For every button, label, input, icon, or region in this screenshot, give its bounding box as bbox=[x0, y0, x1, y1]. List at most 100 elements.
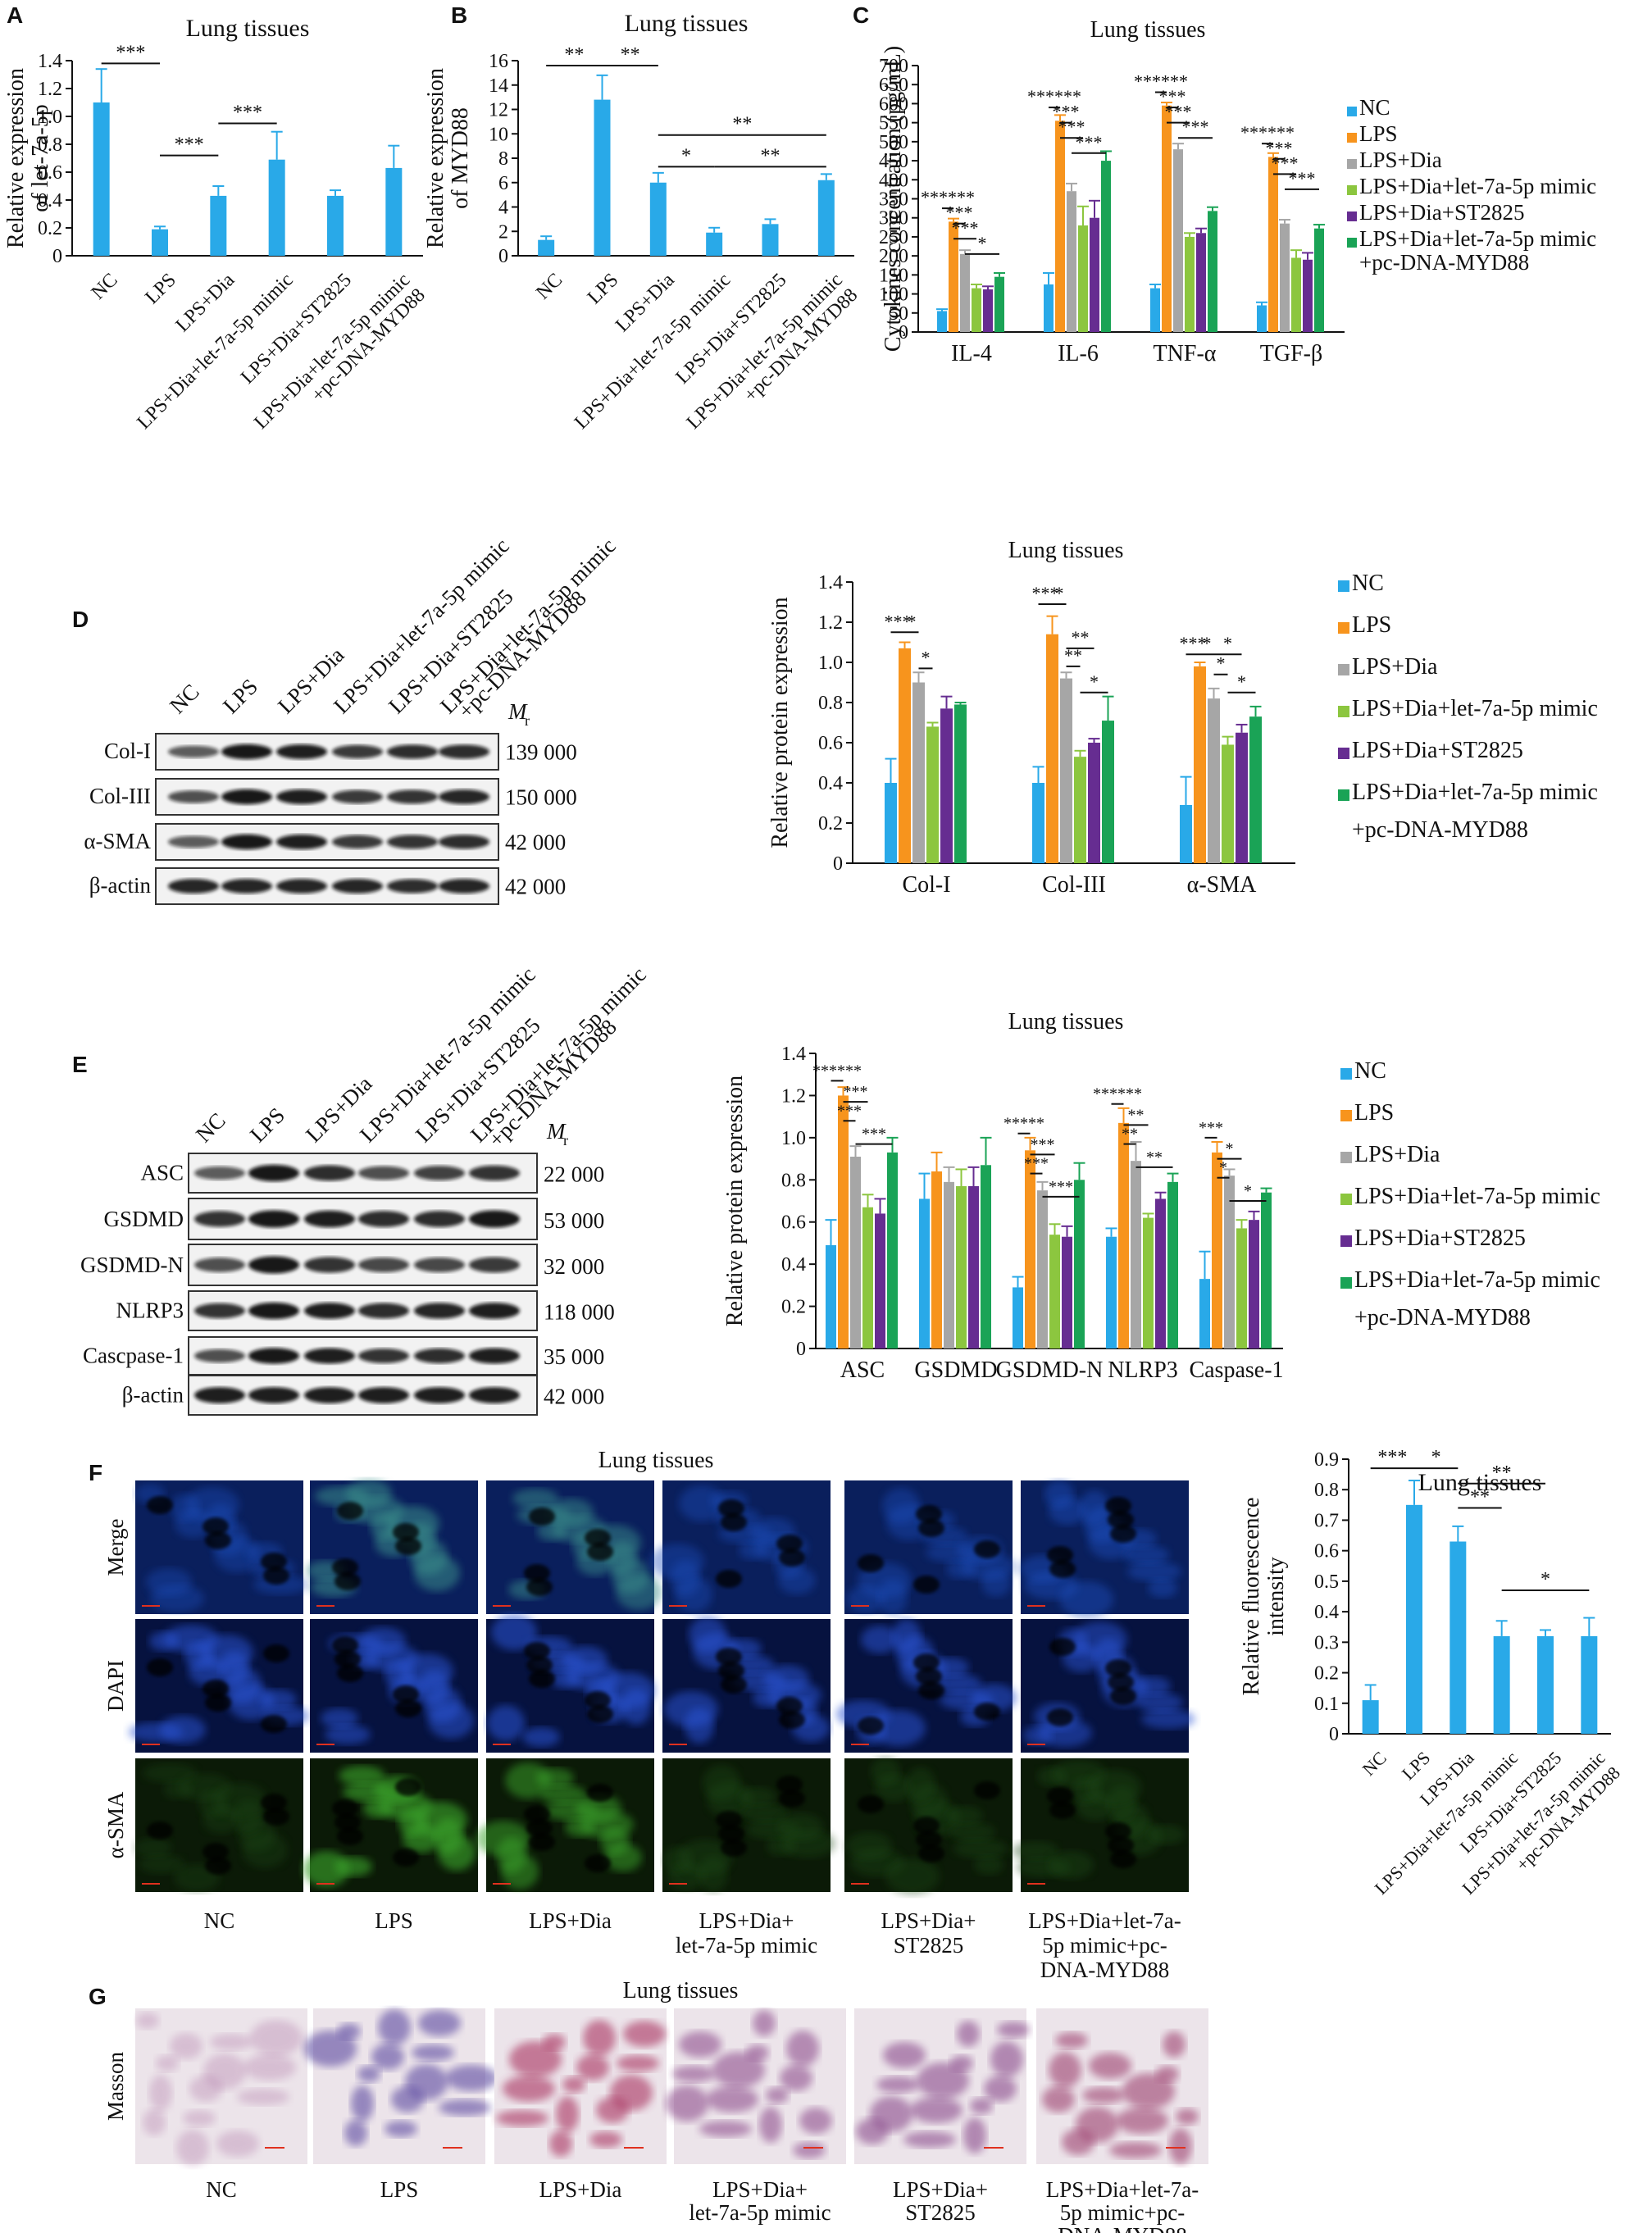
bar bbox=[1314, 228, 1324, 332]
alveolar-space bbox=[1108, 1511, 1134, 1529]
alveolar-space bbox=[974, 1540, 1000, 1558]
alveolar-space bbox=[776, 1776, 803, 1794]
blot-weight-label: 35 000 bbox=[544, 1344, 604, 1369]
significance-label: * bbox=[978, 233, 987, 253]
tissue-stain bbox=[189, 2076, 222, 2102]
alveolar-space bbox=[205, 1857, 231, 1875]
alveolar-space bbox=[916, 1667, 942, 1685]
significance-label: * bbox=[1217, 653, 1226, 674]
tissue-stain bbox=[672, 2066, 715, 2082]
y-axis-label: Relative protein expression bbox=[767, 597, 793, 848]
significance-label: *** bbox=[1049, 1178, 1073, 1196]
column-label: LPS bbox=[380, 2177, 419, 2202]
significance-label: *** bbox=[1266, 138, 1293, 158]
x-tick-label-group: LPS bbox=[1398, 1748, 1434, 1784]
y-tick-label: 8 bbox=[498, 148, 508, 170]
alveolar-space bbox=[913, 1817, 940, 1835]
tissue-stain bbox=[679, 2031, 721, 2058]
column-label: NC bbox=[206, 2177, 237, 2202]
y-axis-label-text: Cytokines concentration (pg/mL) bbox=[881, 46, 906, 352]
significance-label: ****** bbox=[1240, 122, 1295, 143]
significance-label: *** bbox=[1289, 168, 1316, 189]
legend-swatch bbox=[1340, 1068, 1352, 1080]
legend-swatch bbox=[1340, 1152, 1352, 1163]
y-tick-label: 0.4 bbox=[1314, 1602, 1339, 1623]
blot-band bbox=[414, 1166, 465, 1180]
bar bbox=[1493, 1635, 1510, 1734]
tissue-stain bbox=[856, 2118, 889, 2144]
significance-label: *** bbox=[175, 134, 204, 156]
alveolar-space bbox=[203, 1843, 229, 1861]
bar bbox=[937, 311, 947, 332]
chart-title: Lung tissues bbox=[1090, 17, 1206, 43]
blot-band bbox=[387, 744, 438, 759]
tissue-stain bbox=[143, 2109, 166, 2135]
legend-entry: LPS+Dia bbox=[1352, 654, 1438, 680]
x-tick-label-group: NC bbox=[532, 270, 567, 304]
blot-band bbox=[387, 879, 438, 894]
alveolar-space bbox=[524, 1805, 550, 1823]
significance-label: *** bbox=[952, 217, 979, 238]
tissue-texture bbox=[360, 1627, 406, 1655]
tissue-texture bbox=[334, 1857, 372, 1876]
column-label: DNA-MYD88 bbox=[1040, 1958, 1170, 1982]
significance-label: *** bbox=[1076, 132, 1103, 152]
bar bbox=[1049, 1235, 1060, 1348]
bar bbox=[1208, 698, 1220, 863]
y-tick-label: 16 bbox=[489, 51, 508, 72]
tissue-stain bbox=[617, 2055, 659, 2072]
bar bbox=[983, 289, 993, 332]
tissue-texture bbox=[540, 1785, 586, 1804]
chart-F: 00.10.20.30.40.50.60.70.80.9NC LPSLPS+Dia… bbox=[1239, 1447, 1624, 1899]
bar bbox=[826, 1245, 836, 1348]
bar bbox=[1449, 1541, 1467, 1734]
alveolar-space bbox=[779, 1790, 805, 1808]
panel-label-f: F bbox=[89, 1460, 102, 1485]
alveolar-space bbox=[529, 1508, 555, 1526]
x-tick-label-group: NC bbox=[88, 270, 122, 304]
x-tick-label: NC bbox=[88, 270, 122, 304]
x-tick-label: IL-6 bbox=[1058, 341, 1099, 366]
bar bbox=[919, 1198, 930, 1348]
tissue-stain bbox=[549, 2131, 572, 2157]
tissue-stain bbox=[793, 2142, 826, 2158]
blot-band bbox=[168, 790, 219, 803]
lane-label-text: NC bbox=[165, 680, 204, 719]
tissue-stain bbox=[556, 2096, 579, 2132]
bar bbox=[268, 159, 285, 256]
bar bbox=[1060, 678, 1072, 863]
legend-swatch bbox=[1340, 1194, 1352, 1205]
significance-label: ** bbox=[564, 44, 584, 66]
bar bbox=[899, 648, 911, 863]
y-tick-label: 0.8 bbox=[781, 1170, 806, 1191]
tissue-stain bbox=[509, 2041, 562, 2077]
alveolar-space bbox=[858, 1554, 884, 1572]
y-tick-label: 0.8 bbox=[38, 134, 62, 156]
tissue-stain bbox=[666, 2085, 708, 2122]
tissue-texture bbox=[146, 1568, 192, 1596]
bar bbox=[538, 239, 555, 256]
tissue-stain bbox=[156, 2055, 179, 2072]
x-tick-label: NC bbox=[1358, 1748, 1390, 1780]
legend: NC LPS LPS+Dia LPS+Dia+let-7a-5p mimic LPS+D… bbox=[1340, 1058, 1600, 1330]
tissue-stain bbox=[439, 2099, 491, 2116]
column-label: 5p mimic+pc- bbox=[1060, 2200, 1185, 2225]
bar bbox=[1167, 1181, 1178, 1348]
bar bbox=[1046, 634, 1058, 863]
legend-entry: NC bbox=[1352, 571, 1384, 596]
alveolar-space bbox=[334, 1650, 361, 1668]
alveolar-space bbox=[1049, 1801, 1076, 1819]
y-tick-label: 550 bbox=[879, 113, 908, 134]
alveolar-space bbox=[526, 1578, 553, 1596]
alveolar-space bbox=[1049, 1638, 1076, 1656]
row-label-group: α-SMA bbox=[103, 1791, 128, 1858]
alveolar-space bbox=[1105, 1822, 1131, 1840]
tissue-texture bbox=[505, 1762, 551, 1799]
bar bbox=[649, 182, 667, 256]
tissue-texture bbox=[339, 1766, 385, 1785]
tissue-texture bbox=[325, 1725, 371, 1744]
significance-label: ** bbox=[1072, 627, 1090, 648]
significance-label: *** bbox=[844, 1083, 868, 1101]
